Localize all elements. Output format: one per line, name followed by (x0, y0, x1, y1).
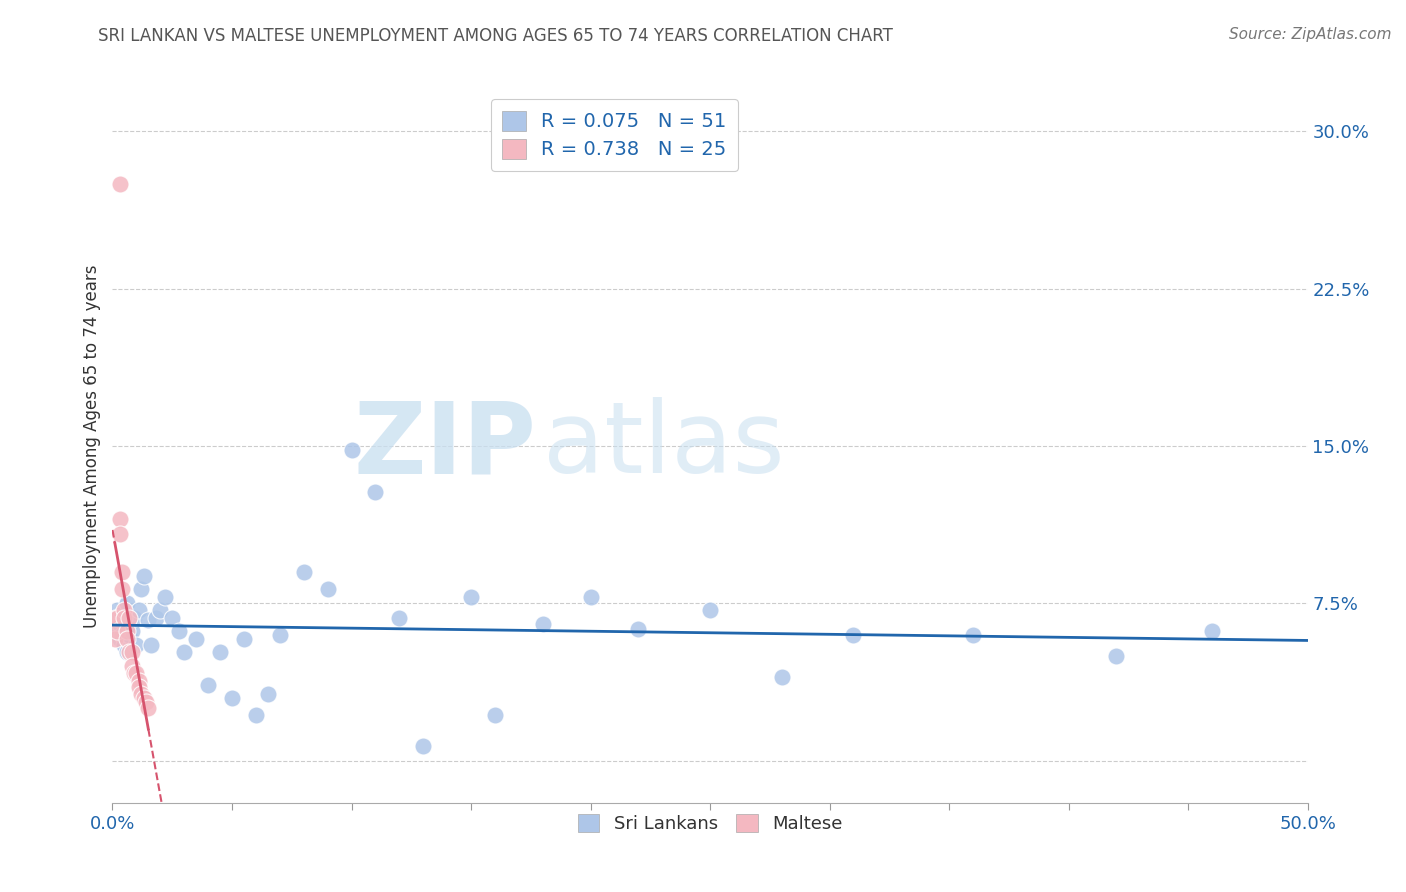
Point (209, 645, 232, 659)
Point (125, 665, 148, 680)
Point (118, 645, 141, 659)
Point (105, 611, 128, 625)
Point (269, 628, 291, 642)
Point (699, 603, 721, 617)
Legend: Sri Lankans, Maltese: Sri Lankans, Maltese (567, 803, 853, 844)
Point (340, 443, 363, 458)
Point (104, 632, 127, 646)
Point (484, 707, 506, 722)
Point (111, 582, 134, 596)
Point (121, 645, 143, 659)
Point (108, 527, 131, 541)
Point (128, 674, 150, 689)
Point (105, 603, 128, 617)
Point (145, 611, 167, 625)
Point (115, 632, 138, 646)
Point (111, 628, 134, 642)
Point (118, 611, 141, 625)
Point (153, 590, 176, 604)
Point (108, 617, 131, 632)
Point (114, 639, 135, 653)
Point (770, 670, 793, 684)
Point (115, 596, 138, 610)
Point (962, 628, 984, 642)
Point (221, 690, 243, 705)
Point (104, 611, 127, 625)
Point (138, 613, 160, 627)
Point (118, 628, 141, 642)
Point (132, 690, 155, 705)
Point (173, 645, 195, 659)
Point (111, 607, 134, 621)
Text: ZIP: ZIP (354, 398, 537, 494)
Point (105, 624, 128, 638)
Point (115, 624, 138, 638)
Point (132, 569, 155, 583)
Point (111, 565, 134, 579)
Point (122, 611, 145, 625)
Point (412, 739, 434, 753)
Point (233, 632, 256, 646)
Point (114, 613, 135, 627)
Point (149, 603, 172, 617)
Point (186, 632, 208, 646)
Point (460, 590, 482, 604)
Point (579, 590, 602, 604)
Point (197, 678, 219, 692)
Point (1105, 648, 1128, 663)
Point (531, 617, 554, 632)
Point (1201, 624, 1223, 638)
Point (364, 485, 387, 500)
Point (129, 687, 152, 701)
Point (108, 632, 131, 646)
Point (842, 628, 865, 642)
Y-axis label: Unemployment Among Ages 65 to 74 years: Unemployment Among Ages 65 to 74 years (83, 264, 101, 628)
Point (292, 565, 315, 579)
Point (257, 687, 280, 701)
Point (105, 622, 128, 636)
Point (627, 622, 650, 636)
Point (388, 611, 411, 625)
Point (169, 624, 191, 638)
Point (104, 611, 127, 625)
Point (125, 639, 148, 653)
Point (114, 603, 135, 617)
Point (108, 512, 131, 526)
Text: SRI LANKAN VS MALTESE UNEMPLOYMENT AMONG AGES 65 TO 74 YEARS CORRELATION CHART: SRI LANKAN VS MALTESE UNEMPLOYMENT AMONG… (98, 27, 893, 45)
Point (122, 665, 145, 680)
Text: Source: ZipAtlas.com: Source: ZipAtlas.com (1229, 27, 1392, 42)
Point (114, 611, 135, 625)
Point (162, 611, 183, 625)
Point (108, 177, 131, 191)
Point (245, 707, 267, 722)
Point (316, 582, 339, 596)
Point (139, 639, 162, 653)
Point (138, 701, 160, 715)
Point (121, 624, 143, 638)
Point (128, 681, 150, 695)
Point (128, 603, 150, 617)
Point (135, 695, 157, 709)
Point (121, 659, 143, 673)
Text: atlas: atlas (543, 398, 785, 494)
Point (115, 645, 138, 659)
Point (129, 582, 152, 596)
